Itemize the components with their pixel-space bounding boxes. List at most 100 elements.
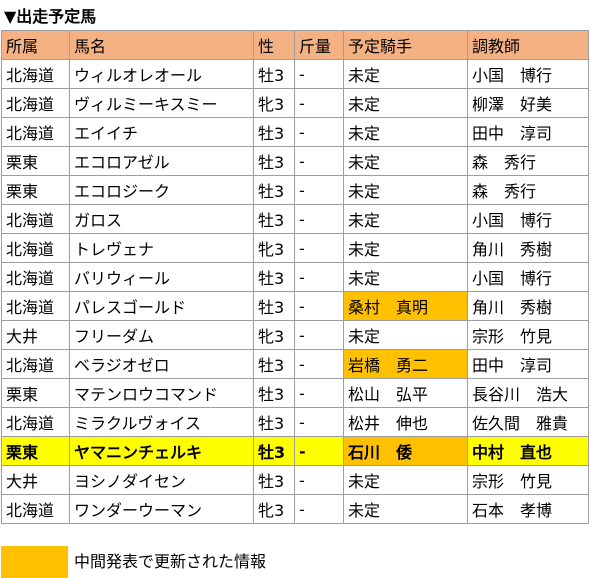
- affiliation-cell: 北海道: [1, 407, 70, 437]
- weight-cell: -: [294, 291, 344, 321]
- sex-age-cell: 牡3: [253, 407, 295, 437]
- horse-name-cell: パレスゴールド: [69, 291, 254, 321]
- weight-cell: -: [294, 146, 344, 176]
- horse-name-cell: ヴィルミーキスミー: [69, 88, 254, 118]
- trainer-cell: 小国 博行: [467, 59, 589, 89]
- sex-age-cell: 牡3: [253, 291, 295, 321]
- affiliation-cell: 北海道: [1, 233, 70, 263]
- jockey-cell: 未定: [343, 59, 468, 89]
- trainer-cell: 角川 秀樹: [467, 233, 589, 263]
- column-header-sex-age: 性: [253, 30, 295, 60]
- section-title: ▼出走予定馬: [4, 7, 97, 26]
- trainer-cell: 柳澤 好美: [467, 88, 589, 118]
- sex-age-cell: 牡3: [253, 349, 295, 379]
- legend-swatch: [1, 546, 68, 578]
- trainer-cell: 佐久間 雅貴: [467, 407, 589, 437]
- table-row: 栗東 ヤマニンチェルキ 牡3- 石川 倭中村 直也: [1, 436, 589, 466]
- horse-name-cell: エイイチ: [69, 117, 254, 147]
- jockey-cell: 未定: [343, 320, 468, 350]
- table-row: 北海道 バリウィール 牡3- 未定 小国 博行: [1, 262, 589, 292]
- horse-name-cell: ヤマニンチェルキ: [69, 436, 254, 466]
- trainer-cell: 長谷川 浩大: [467, 378, 589, 408]
- column-header-affiliation: 所属: [1, 30, 70, 60]
- horse-name-cell: バリウィール: [69, 262, 254, 292]
- jockey-cell: 未定: [343, 175, 468, 205]
- jockey-cell: 石川 倭: [343, 436, 468, 466]
- trainer-cell: 田中 淳司: [467, 349, 589, 379]
- jockey-cell: 未定: [343, 233, 468, 263]
- weight-cell: -: [294, 117, 344, 147]
- sex-age-cell: 牡3: [253, 436, 295, 466]
- weight-cell: -: [294, 233, 344, 263]
- jockey-cell: 未定: [343, 494, 468, 524]
- trainer-cell: 角川 秀樹: [467, 291, 589, 321]
- sex-age-cell: 牝3: [253, 88, 295, 118]
- weight-cell: -: [294, 436, 344, 466]
- affiliation-cell: 北海道: [1, 291, 70, 321]
- column-header-horse-name: 馬名: [69, 30, 254, 60]
- horse-name-cell: ガロス: [69, 204, 254, 234]
- trainer-cell: 宗形 竹見: [467, 320, 589, 350]
- trainer-cell: 田中 淳司: [467, 117, 589, 147]
- horse-name-cell: ミラクルヴォイス: [69, 407, 254, 437]
- table-header-row: 所属 馬名 性 斤量 予定騎手 調教師: [1, 30, 589, 60]
- column-header-trainer: 調教師: [467, 30, 589, 60]
- jockey-cell: 岩橋 勇二: [343, 349, 468, 379]
- table-row: 北海道 エイイチ 牡3- 未定 田中 淳司: [1, 117, 589, 147]
- affiliation-cell: 栗東: [1, 146, 70, 176]
- affiliation-cell: 北海道: [1, 262, 70, 292]
- jockey-cell: 桑村 真明: [343, 291, 468, 321]
- trainer-cell: 森 秀行: [467, 175, 589, 205]
- sex-age-cell: 牡3: [253, 117, 295, 147]
- jockey-cell: 未定: [343, 262, 468, 292]
- affiliation-cell: 栗東: [1, 175, 70, 205]
- sex-age-cell: 牡3: [253, 465, 295, 495]
- trainer-cell: 宗形 竹見: [467, 465, 589, 495]
- affiliation-cell: 北海道: [1, 349, 70, 379]
- weight-cell: -: [294, 175, 344, 205]
- table-row: 栗東 エコロジーク 牡3- 未定森 秀行: [1, 175, 589, 205]
- weight-cell: -: [294, 262, 344, 292]
- weight-cell: -: [294, 465, 344, 495]
- weight-cell: -: [294, 349, 344, 379]
- sex-age-cell: 牝3: [253, 320, 295, 350]
- entries-table: 所属 馬名 性 斤量 予定騎手 調教師 北海道 ウィルオレオール 牡3- 未定 小国 博…: [1, 30, 589, 524]
- trainer-cell: 森 秀行: [467, 146, 589, 176]
- sex-age-cell: 牡3: [253, 262, 295, 292]
- horse-name-cell: エコロアゼル: [69, 146, 254, 176]
- affiliation-cell: 北海道: [1, 117, 70, 147]
- affiliation-cell: 北海道: [1, 494, 70, 524]
- table-row: 北海道 ヴィルミーキスミー 牝3- 未定 柳澤 好美: [1, 88, 589, 118]
- horse-name-cell: ワンダーウーマン: [69, 494, 254, 524]
- legend-text: 中間発表で更新された情報: [74, 552, 267, 571]
- table-row: 大井 フリーダム 牝3- 未定 宗形 竹見: [1, 320, 589, 350]
- horse-name-cell: フリーダム: [69, 320, 254, 350]
- jockey-cell: 松井 伸也: [343, 407, 468, 437]
- affiliation-cell: 栗東: [1, 378, 70, 408]
- trainer-cell: 中村 直也: [467, 436, 589, 466]
- sex-age-cell: 牡3: [253, 146, 295, 176]
- table-row: 北海道 ミラクルヴォイス 牡3- 松井 伸也 佐久間 雅貴: [1, 407, 589, 437]
- jockey-cell: 未定: [343, 88, 468, 118]
- sex-age-cell: 牡3: [253, 175, 295, 205]
- trainer-cell: 小国 博行: [467, 262, 589, 292]
- column-header-weight: 斤量: [294, 30, 344, 60]
- weight-cell: -: [294, 407, 344, 437]
- affiliation-cell: 北海道: [1, 88, 70, 118]
- sex-age-cell: 牝3: [253, 494, 295, 524]
- weight-cell: -: [294, 494, 344, 524]
- trainer-cell: 石本 孝博: [467, 494, 589, 524]
- weight-cell: -: [294, 378, 344, 408]
- table-row: 大井 ヨシノダイセン 牡3- 未定 宗形 竹見: [1, 465, 589, 495]
- weight-cell: -: [294, 204, 344, 234]
- affiliation-cell: 大井: [1, 320, 70, 350]
- jockey-cell: 松山 弘平: [343, 378, 468, 408]
- trainer-cell: 小国 博行: [467, 204, 589, 234]
- table-row: 北海道 ワンダーウーマン 牝3- 未定 石本 孝博: [1, 494, 589, 524]
- legend: 中間発表で更新された情報: [1, 546, 591, 578]
- table-row: 北海道 トレヴェナ 牝3- 未定 角川 秀樹: [1, 233, 589, 263]
- affiliation-cell: 北海道: [1, 59, 70, 89]
- weight-cell: -: [294, 88, 344, 118]
- jockey-cell: 未定: [343, 117, 468, 147]
- sex-age-cell: 牝3: [253, 233, 295, 263]
